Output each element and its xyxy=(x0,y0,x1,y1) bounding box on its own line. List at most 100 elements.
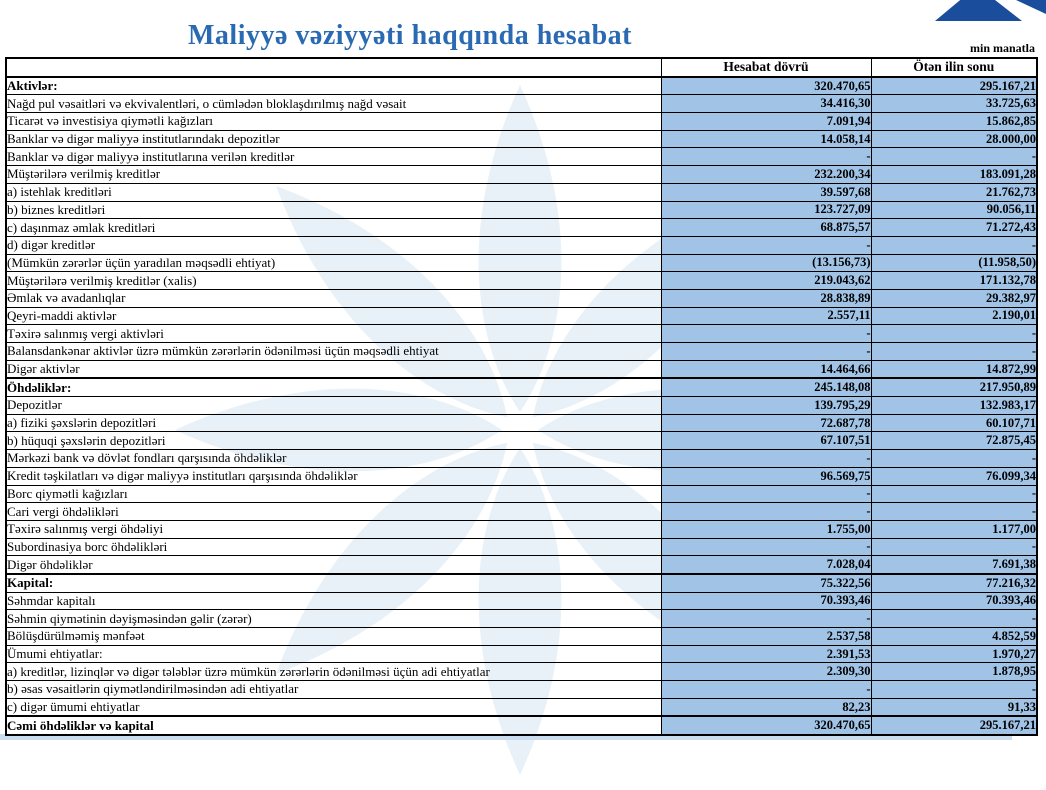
value-current: 68.875,57 xyxy=(660,218,872,237)
value-previous: 60.107,71 xyxy=(870,413,1038,433)
row-label: Digər aktivlər xyxy=(5,359,662,379)
value-previous: - xyxy=(870,324,1038,343)
table-row: a) kreditlər, lizinqlər və digər tələblə… xyxy=(5,662,1038,682)
page-title: Maliyyə vəziyyəti haqqında hesabat xyxy=(187,19,632,51)
table-row: Aktivlər: 320.470,65 295.167,21 xyxy=(5,75,1038,96)
value-previous: 29.382,97 xyxy=(870,288,1038,308)
row-label: d) digər kreditlər xyxy=(5,235,662,255)
value-current: - xyxy=(660,484,872,504)
row-label: b) hüquqi şəxslərin depozitləri xyxy=(5,431,662,451)
table-row: Səhmin qiymətinin dəyişməsindən gəlir (z… xyxy=(5,609,1038,628)
value-previous: 70.393,46 xyxy=(870,591,1038,611)
value-previous: - xyxy=(870,147,1038,167)
value-previous: 1.878,95 xyxy=(870,662,1038,682)
row-label: Banklar və digər maliyyə institutlarına … xyxy=(5,147,662,167)
value-current: 245.148,08 xyxy=(660,377,872,398)
table-row: Ticarət və investisiya qiymətli kağızlar… xyxy=(5,112,1038,131)
value-current: - xyxy=(660,235,872,255)
table-row: Kredit təşkilatları və digər maliyyə ins… xyxy=(5,466,1038,486)
table-body: Aktivlər: 320.470,65 295.167,21 Nağd pul və… xyxy=(5,75,1038,736)
row-label: Təxirə salınmış vergi aktivləri xyxy=(5,324,662,343)
value-current: - xyxy=(660,449,872,468)
table-row: Səhmdar kapitalı 70.393,46 70.393,46 xyxy=(5,591,1038,611)
watermark-bottom-strip xyxy=(0,734,1012,740)
value-previous: 91,33 xyxy=(870,697,1038,717)
value-current: - xyxy=(660,537,872,557)
table-row: b) hüquqi şəxslərin depozitləri 67.107,51… xyxy=(5,431,1038,451)
value-previous: 90.056,11 xyxy=(870,200,1038,220)
value-previous: 183.091,28 xyxy=(870,165,1038,184)
table-row: Təxirə salınmış vergi öhdəliyi 1.755,00 1.… xyxy=(5,519,1038,539)
value-previous: 4.852,59 xyxy=(870,627,1038,646)
value-previous: 2.190,01 xyxy=(870,306,1038,326)
value-current: 7.028,04 xyxy=(660,555,872,575)
row-label: (Mümkün zərərlər üçün yaradılan məqsədli… xyxy=(5,253,662,273)
table-row: b) əsas vəsaitlərin qiymətləndirilməsind… xyxy=(5,680,1038,699)
value-previous: - xyxy=(870,680,1038,699)
value-current: (13.156,73) xyxy=(660,253,872,273)
row-label: Balansdankənar aktivlər üzrə mümkün zərə… xyxy=(5,342,662,361)
row-label: Borc qiymətli kağızları xyxy=(5,484,662,504)
table-row: a) fiziki şəxslərin depozitləri 72.687,78… xyxy=(5,413,1038,433)
row-label: a) istehlak kreditləri xyxy=(5,182,662,202)
row-label: a) fiziki şəxslərin depozitləri xyxy=(5,413,662,433)
table-row: c) daşınmaz əmlak kreditləri 68.875,57 71.… xyxy=(5,218,1038,237)
table-row: (Mümkün zərərlər üçün yaradılan məqsədli… xyxy=(5,253,1038,273)
table-row: Digər aktivlər 14.464,66 14.872,99 xyxy=(5,359,1038,379)
value-current: - xyxy=(660,147,872,167)
value-previous: 132.983,17 xyxy=(870,396,1038,415)
row-label: Nağd pul vəsaitləri və ekvivalentləri, o… xyxy=(5,94,662,114)
value-current: 28.838,89 xyxy=(660,288,872,308)
value-previous: 76.099,34 xyxy=(870,466,1038,486)
value-previous: - xyxy=(870,235,1038,255)
value-previous: 171.132,78 xyxy=(870,271,1038,290)
table-row: Müştərilərə verilmiş kreditlər (xalis) 21… xyxy=(5,271,1038,290)
value-current: 1.755,00 xyxy=(660,519,872,539)
value-current: 123.727,09 xyxy=(660,200,872,220)
value-previous: (11.958,50) xyxy=(870,253,1038,273)
table-row: Digər öhdəliklər 7.028,04 7.691,38 xyxy=(5,555,1038,575)
value-previous: - xyxy=(870,502,1038,521)
value-previous: - xyxy=(870,342,1038,361)
value-current: 75.322,56 xyxy=(660,572,872,593)
row-label: Bölüşdürülməmiş mənfəət xyxy=(5,627,662,646)
value-previous: 1.177,00 xyxy=(870,519,1038,539)
row-label: Müştərilərə verilmiş kreditlər (xalis) xyxy=(5,271,662,290)
table-row: Öhdəliklər: 245.148,08 217.950,89 xyxy=(5,377,1038,398)
table-row: Cari vergi öhdəlikləri - - xyxy=(5,502,1038,521)
value-current: 320.470,65 xyxy=(660,75,872,96)
value-current: 320.470,65 xyxy=(660,715,872,736)
value-current: 2.391,53 xyxy=(660,644,872,664)
financial-position-table: Hesabat dövrü Ötən ilin sonu Aktivlər: 32… xyxy=(5,57,1038,737)
row-label: Səhmdar kapitalı xyxy=(5,591,662,611)
table-row: b) biznes kreditləri 123.727,09 90.056,11 xyxy=(5,200,1038,220)
row-label: Təxirə salınmış vergi öhdəliyi xyxy=(5,519,662,539)
value-current: 2.537,58 xyxy=(660,627,872,646)
value-current: 232.200,34 xyxy=(660,165,872,184)
value-previous: 33.725,63 xyxy=(870,94,1038,114)
table-row: Təxirə salınmış vergi aktivləri - - xyxy=(5,324,1038,343)
row-label: Ticarət və investisiya qiymətli kağızlar… xyxy=(5,112,662,131)
value-previous: 72.875,45 xyxy=(870,431,1038,451)
value-previous: 14.872,99 xyxy=(870,359,1038,379)
row-label: Mərkəzi bank və dövlət fondları qarşısın… xyxy=(5,449,662,468)
row-label: Səhmin qiymətinin dəyişməsindən gəlir (z… xyxy=(5,609,662,628)
value-previous: 77.216,32 xyxy=(870,572,1038,593)
row-label: Müştərilərə verilmiş kreditlər xyxy=(5,165,662,184)
row-label: Kredit təşkilatları və digər maliyyə ins… xyxy=(5,466,662,486)
table-row: a) istehlak kreditləri 39.597,68 21.762,73 xyxy=(5,182,1038,202)
table-row: c) digər ümumi ehtiyatlar 82,23 91,33 xyxy=(5,697,1038,717)
col-header-empty xyxy=(5,57,662,78)
value-previous: - xyxy=(870,449,1038,468)
table-row: Banklar və digər maliyyə institutlarında… xyxy=(5,129,1038,149)
value-previous: 217.950,89 xyxy=(870,377,1038,398)
row-label: Əmlak və avadanlıqlar xyxy=(5,288,662,308)
table-row: Balansdankənar aktivlər üzrə mümkün zərə… xyxy=(5,342,1038,361)
value-current: 39.597,68 xyxy=(660,182,872,202)
table-row: Kapital: 75.322,56 77.216,32 xyxy=(5,572,1038,593)
value-previous: - xyxy=(870,484,1038,504)
table-header-row: Hesabat dövrü Ötən ilin sonu xyxy=(5,57,1038,78)
row-label: Depozitlər xyxy=(5,396,662,415)
value-current: 70.393,46 xyxy=(660,591,872,611)
value-previous: 15.862,85 xyxy=(870,112,1038,131)
